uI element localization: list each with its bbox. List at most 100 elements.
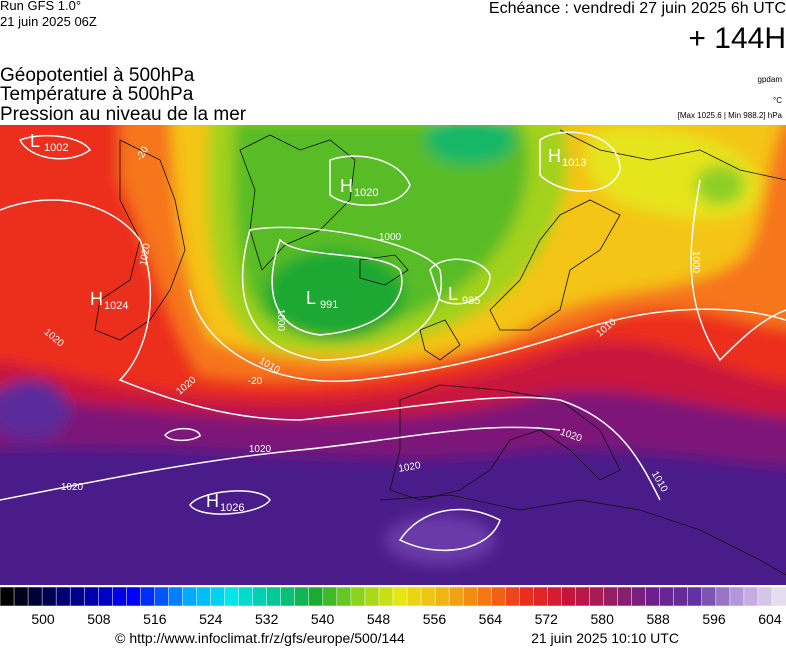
colorbar-swatch	[294, 586, 310, 607]
colorbar-tick-label: 580	[591, 611, 615, 627]
colorbar-swatch	[589, 586, 605, 607]
colorbar-swatch	[476, 586, 493, 607]
colorbar-swatch	[364, 586, 380, 607]
colorbar-swatch	[547, 586, 563, 607]
colorbar-swatch	[729, 586, 745, 607]
colorbar-swatch	[673, 586, 689, 607]
colorbar-swatch	[41, 586, 57, 607]
center-value: 991	[320, 299, 338, 311]
colorbar-swatch	[336, 586, 352, 607]
colorbar-swatch	[491, 586, 507, 607]
colorbar-swatch	[266, 586, 282, 607]
colorbar-tick-label: 516	[143, 611, 167, 627]
isobars	[0, 131, 786, 552]
colorbar-swatch	[519, 586, 535, 607]
colorbar-swatch	[308, 586, 324, 607]
center-value: 1026	[220, 502, 244, 514]
run-label: Run GFS 1.0°	[0, 0, 81, 13]
isobar-label: 1000	[379, 232, 402, 243]
colorbar-tick-label: 556	[423, 611, 447, 627]
colorbar-swatch	[701, 586, 717, 607]
colorbar-swatch	[83, 586, 100, 607]
colorbar-tick-label: 548	[367, 611, 391, 627]
colorbar-swatch	[154, 586, 170, 607]
colorbar-tick-label: 604	[758, 611, 782, 627]
colorbar-swatch	[448, 586, 464, 607]
unit-label: [Max 1025.6 | Min 988.2] hPa	[678, 111, 783, 120]
center-type: L	[448, 284, 458, 304]
unit-label: gpdam	[758, 75, 783, 84]
colorbar-swatch	[645, 586, 661, 607]
colorbar-swatch	[168, 586, 184, 607]
field-title: Pression au niveau de la mer	[0, 104, 247, 125]
run-date: 21 juin 2025 06Z	[0, 14, 97, 29]
colorbar-swatch	[350, 586, 366, 607]
colorbar-swatch	[603, 586, 619, 607]
center-value: 1002	[44, 142, 68, 154]
unit-label: °C	[773, 96, 782, 105]
center-type: L	[306, 288, 316, 308]
colorbar-swatch	[617, 586, 633, 607]
colorbar-swatch	[210, 586, 226, 607]
colorbar-swatch	[687, 586, 703, 607]
colorbar-swatch	[55, 586, 71, 607]
center-type: H	[206, 491, 219, 511]
colorbar-swatch	[224, 586, 240, 607]
isobar-label: 1020	[398, 460, 422, 475]
colorbar-tick-label: 532	[255, 611, 279, 627]
colorbar-swatch	[505, 586, 521, 607]
colorbar-swatch	[13, 586, 29, 607]
generated-time: 21 juin 2025 10:10 UTC	[531, 630, 679, 646]
colorbar-swatch	[771, 586, 786, 607]
colorbar-swatch	[112, 586, 128, 607]
valid-time: Echéance : vendredi 27 juin 2025 6h UTC	[489, 0, 786, 17]
isobar-label: 1020	[138, 242, 153, 266]
center-value: 1020	[354, 187, 378, 199]
colorbar-tick-label: 572	[535, 611, 559, 627]
source-credit: © http://www.infoclimat.fr/z/gfs/europe/…	[115, 630, 405, 646]
center-value: 1024	[104, 300, 128, 312]
colorbar-tick-label: 508	[87, 611, 111, 627]
colorbar-swatch	[98, 586, 114, 607]
colorbar-swatch	[533, 586, 549, 607]
field-title: Géopotentiel à 500hPa	[0, 65, 195, 86]
colorbar-swatch	[743, 586, 759, 607]
lead-time: + 144H	[688, 22, 786, 55]
isobar-label: 1020	[61, 482, 84, 493]
field-title: Température à 500hPa	[0, 84, 194, 105]
center-type: H	[340, 176, 353, 196]
isobar-label: 1000	[690, 251, 701, 274]
colorbar-tick-label: 540	[311, 611, 335, 627]
colorbar-swatch	[715, 586, 731, 607]
center-type: L	[30, 131, 40, 151]
center-type: H	[90, 289, 103, 309]
colorbar-swatch	[322, 586, 338, 607]
colorbar-swatch	[631, 586, 647, 607]
colorbar-tick-label: 524	[199, 611, 223, 627]
colorbar-swatch	[280, 586, 296, 607]
isobar-label: 1020	[249, 444, 272, 455]
center-value: 1013	[562, 157, 586, 169]
colorbar-swatch	[561, 586, 577, 607]
colorbar-tick-label: 596	[702, 611, 726, 627]
colorbar-swatch	[126, 586, 142, 607]
colorbar-swatch	[0, 586, 15, 607]
colorbar-tick-label: 500	[31, 611, 55, 627]
colorbar-swatch	[406, 586, 422, 607]
colorbar-swatch	[238, 586, 254, 607]
colorbar-swatch	[757, 586, 773, 607]
colorbar: 500 508 516 524 532 540 548 556 564 572 580 588 596 6…	[0, 586, 786, 627]
map	[0, 125, 786, 585]
colorbar-swatch	[140, 586, 156, 607]
colorbar-tick-label: 564	[479, 611, 503, 627]
colorbar-swatch	[575, 586, 591, 607]
isobar-label: -20	[248, 376, 263, 387]
isobar-label: 1000	[275, 309, 286, 332]
colorbar-swatch	[182, 586, 198, 607]
colorbar-swatch	[392, 586, 408, 607]
colorbar-tick-label: 588	[646, 611, 670, 627]
center-value: 985	[462, 295, 480, 307]
colorbar-swatch	[69, 586, 85, 607]
center-type: H	[548, 146, 561, 166]
